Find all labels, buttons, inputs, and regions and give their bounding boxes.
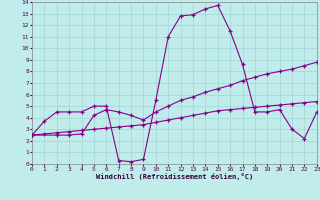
X-axis label: Windchill (Refroidissement éolien,°C): Windchill (Refroidissement éolien,°C) [96,173,253,180]
